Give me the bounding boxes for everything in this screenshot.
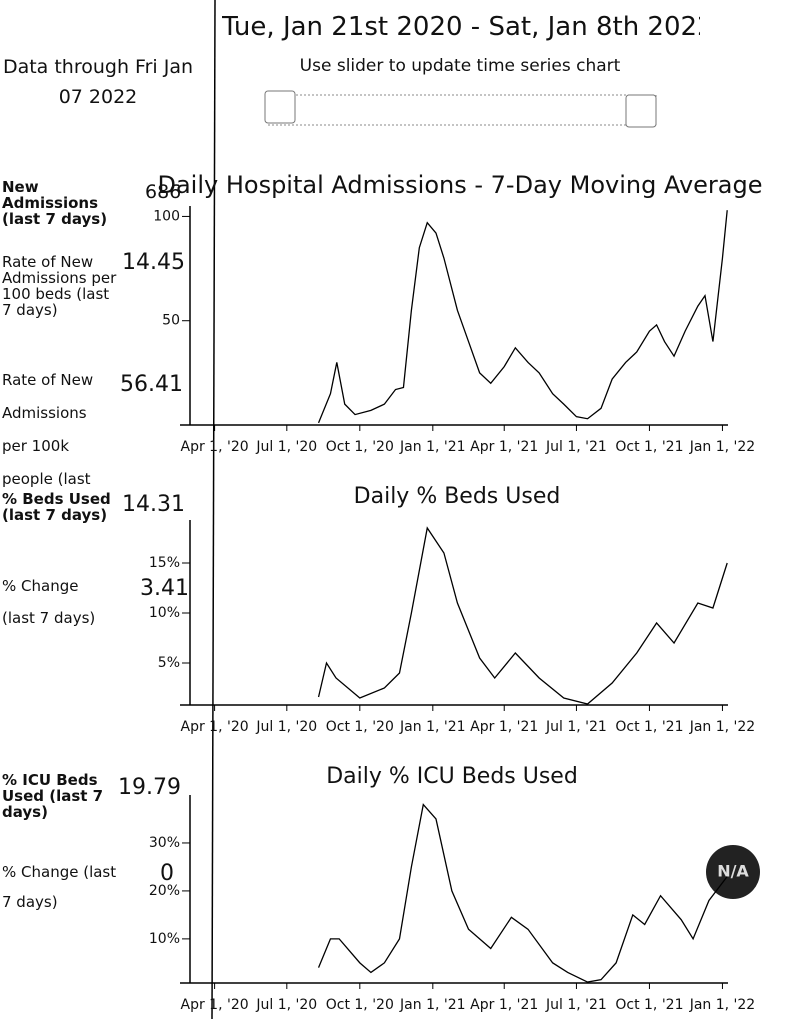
x-tick-label: Oct 1, '21 (615, 719, 683, 735)
x-tick-label: Jul 1, '20 (255, 719, 317, 735)
x-tick-label: Jan 1, '22 (689, 439, 756, 455)
stat-value: 3.41 (140, 576, 189, 601)
data-line (317, 210, 728, 424)
y-tick-label: 30% (149, 835, 180, 851)
stat-label: Rate of New Admissions per 100k people (… (2, 371, 94, 488)
stat-label: % Change (last 7 days) (2, 577, 96, 627)
stat-label: Rate of New Admissions per 100 beds (las… (2, 253, 117, 319)
y-tick-label: 100 (153, 208, 180, 224)
data-line (317, 803, 728, 983)
data-line (317, 526, 728, 705)
y-tick-label: 20% (149, 883, 180, 899)
chart-title: Daily % Beds Used (354, 484, 561, 509)
stat-value: 14.45 (122, 250, 185, 275)
y-tick-label: 10% (149, 605, 180, 621)
date-range: Tue, Jan 21st 2020 - Sat, Jan 8th 2022 (222, 12, 700, 42)
stat-value: 19.79 (118, 775, 181, 800)
stat-label: New Admissions (last 7 days) (2, 178, 108, 228)
stat-value: 0 (160, 861, 174, 886)
x-tick-label: Apr 1, '21 (470, 439, 538, 455)
stat-value: 14.31 (122, 492, 185, 517)
data-through: Data through Fri Jan 07 2022 (2, 56, 194, 108)
stat-value: 56.41 (120, 372, 183, 397)
slider-handle[interactable] (264, 90, 296, 124)
x-tick-label: Apr 1, '21 (470, 719, 538, 735)
x-tick-label: Jul 1, '20 (255, 997, 317, 1013)
slider-track[interactable] (267, 94, 657, 126)
x-tick-label: Oct 1, '20 (326, 719, 394, 735)
x-tick-label: Jan 1, '22 (689, 719, 756, 735)
x-tick-label: Jul 1, '21 (545, 719, 607, 735)
y-tick-label: 50 (162, 313, 180, 329)
x-tick-label: Jul 1, '21 (545, 997, 607, 1013)
frame-line (211, 0, 216, 1019)
x-tick-label: Jul 1, '20 (255, 439, 317, 455)
chart-title: Daily Hospital Admissions - 7-Day Moving… (157, 171, 762, 199)
y-tick-label: 5% (158, 655, 180, 671)
x-tick-label: Apr 1, '21 (470, 997, 538, 1013)
x-tick-label: Jan 1, '21 (399, 997, 466, 1013)
stat-label: % Change (last 7 days) (2, 863, 117, 911)
x-tick-label: Apr 1, '20 (181, 997, 249, 1013)
stat-label: % Beds Used (last 7 days) (2, 490, 111, 524)
slider-hint: Use slider to update time series chart (299, 56, 621, 76)
x-tick-label: Jul 1, '21 (545, 439, 607, 455)
x-tick-label: Oct 1, '20 (326, 439, 394, 455)
chart-title: Daily % ICU Beds Used (326, 764, 578, 789)
x-tick-label: Oct 1, '21 (615, 997, 683, 1013)
x-tick-label: Oct 1, '20 (326, 997, 394, 1013)
y-tick-label: 15% (149, 555, 180, 571)
y-tick-label: 10% (149, 931, 180, 947)
badge-text: N/A (717, 862, 749, 881)
stat-label: % ICU Beds Used (last 7 days) (2, 771, 104, 821)
x-tick-label: Apr 1, '20 (181, 719, 249, 735)
badge-icon (706, 845, 760, 899)
x-tick-label: Jan 1, '21 (399, 719, 466, 735)
x-tick-label: Apr 1, '20 (181, 439, 249, 455)
x-tick-label: Jan 1, '22 (689, 997, 756, 1013)
slider-handle[interactable] (625, 94, 657, 128)
x-tick-label: Oct 1, '21 (615, 439, 683, 455)
x-tick-label: Jan 1, '21 (399, 439, 466, 455)
stat-value: 686 (145, 181, 182, 203)
